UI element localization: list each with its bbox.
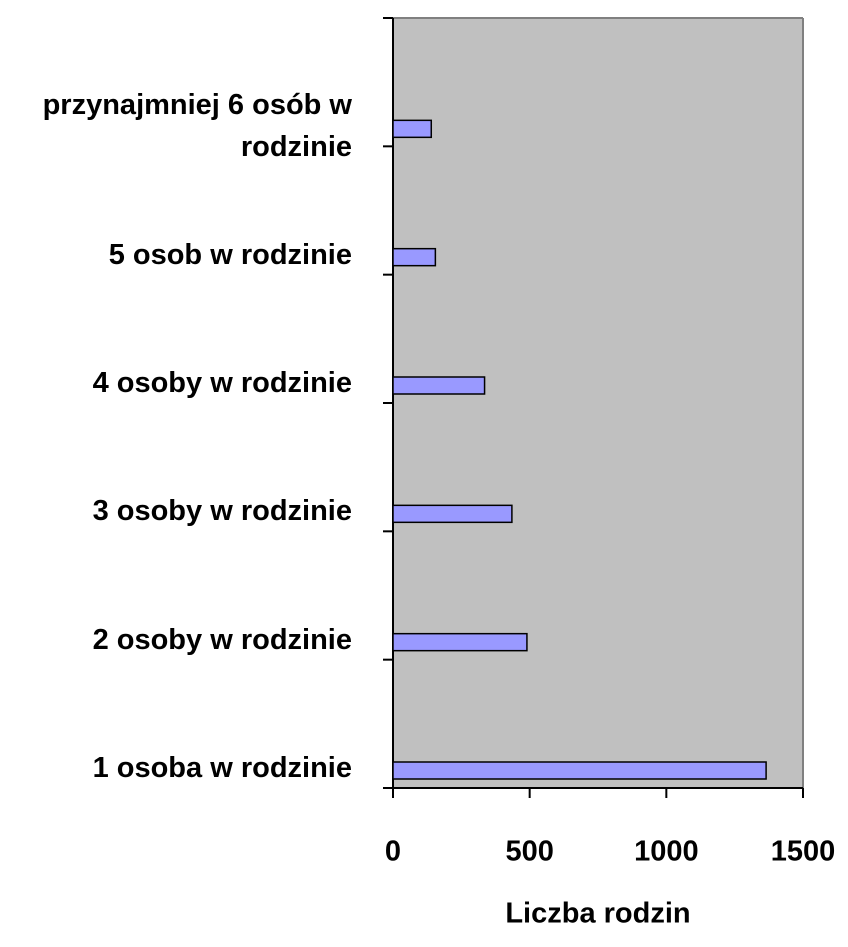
- y-tick-label: 4 osoby w rodzinie: [92, 367, 352, 399]
- x-tick-label: 0: [385, 836, 401, 868]
- y-tick-label: 3 osoby w rodzinie: [92, 495, 352, 528]
- bar: [392, 632, 528, 652]
- bar: [392, 119, 433, 139]
- x-tick-label: 1000: [634, 836, 699, 868]
- y-tick-label: 5 osob w rodzinie: [108, 238, 352, 271]
- bar: [392, 504, 513, 524]
- bar: [392, 761, 767, 780]
- x-tick-label: 500: [505, 836, 553, 868]
- plot-area: [393, 18, 803, 788]
- x-axis-title: Liczba rodzin: [505, 898, 690, 930]
- y-tick-label: 1 osoba w rodzinie: [92, 752, 352, 784]
- bar: [392, 376, 486, 395]
- bar: [392, 247, 437, 267]
- y-tick-label: 2 osoby w rodzinie: [92, 623, 352, 656]
- y-tick-label: przynajmniej 6 osób w rodzinie: [42, 89, 352, 164]
- x-tick-label: 1500: [771, 836, 836, 868]
